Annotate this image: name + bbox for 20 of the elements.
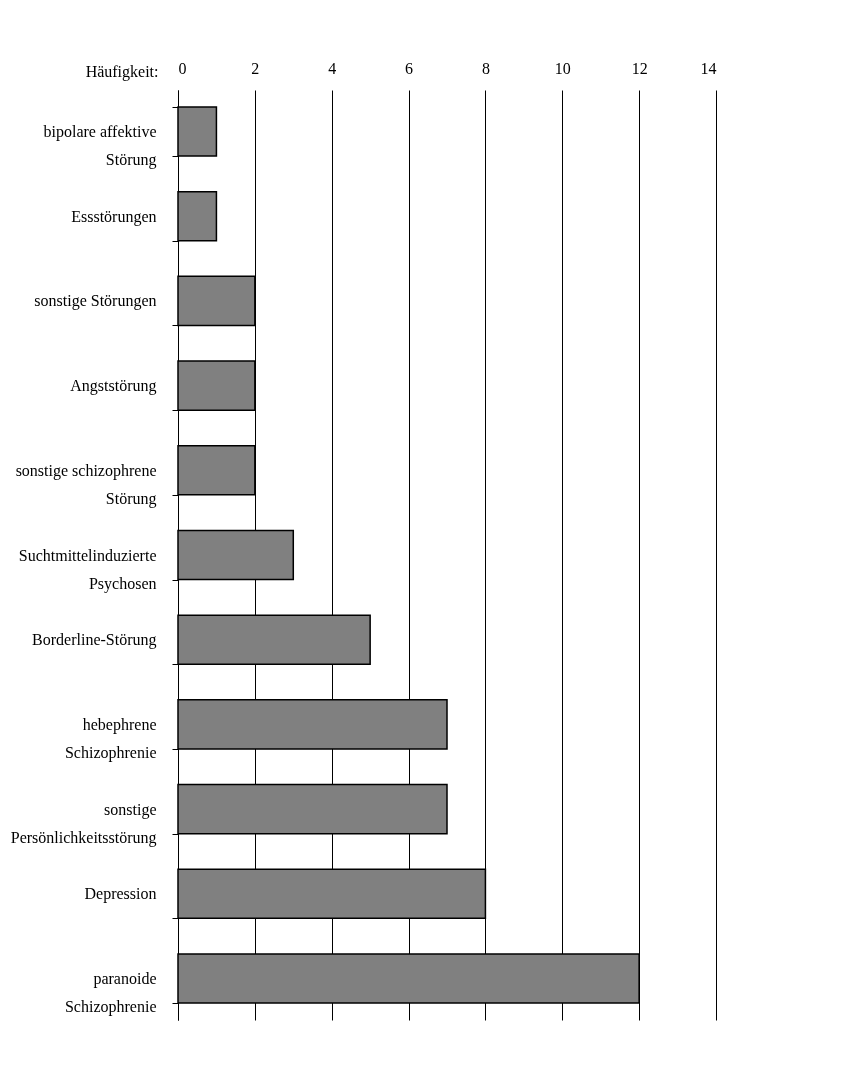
y-tick-label: hebephrene Schizophrenie xyxy=(64,715,157,762)
x-tick-label: 12 xyxy=(631,59,648,77)
y-tick-label: Essstörungen xyxy=(71,207,157,226)
y-tick-label: Suchtmittelinduzierte Psychosen xyxy=(18,546,157,593)
y-tick-label: sonstige Persönlichkeitsstörung xyxy=(10,800,157,847)
y-tick-label: sonstige schizophrene Störung xyxy=(15,461,157,508)
y-tick-label: bipolare affektive Störung xyxy=(43,123,157,169)
y-tick-label: paranoide Schizophrenie xyxy=(64,970,157,1016)
x-tick-label: 8 xyxy=(481,59,490,77)
y-tick-label: Depression xyxy=(84,885,157,904)
x-tick-label: 2 xyxy=(251,59,260,77)
x-tick-label: 10 xyxy=(554,59,571,77)
y-tick-label: Angststörung xyxy=(70,377,157,396)
x-tick-label: 4 xyxy=(328,59,337,77)
y-tick-label: sonstige Störungen xyxy=(34,292,157,311)
x-tick-label: 6 xyxy=(405,59,414,77)
x-tick-label: 14 xyxy=(700,59,717,77)
y-tick-label: Borderline-Störung xyxy=(32,631,157,650)
x-axis-title: Häufigkeit: xyxy=(85,62,159,81)
x-tick-label: 0 xyxy=(178,59,187,77)
